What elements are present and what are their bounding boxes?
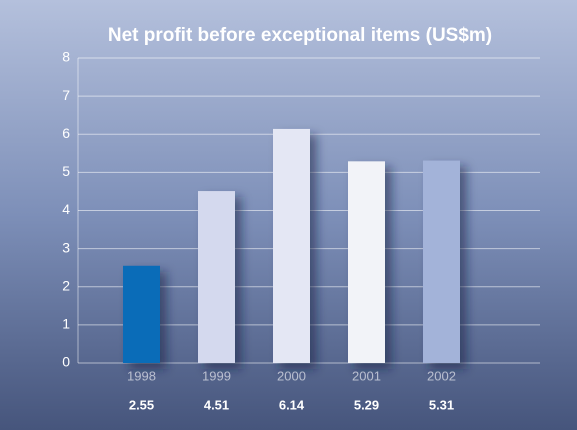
y-tick-label: 5 <box>62 163 70 179</box>
x-tick-label: 1999 <box>202 368 231 383</box>
x-tick-label: 2000 <box>277 368 306 383</box>
y-tick-label: 4 <box>62 201 70 217</box>
data-label: 5.29 <box>354 397 379 412</box>
data-label: 4.51 <box>204 397 229 412</box>
data-label: 2.55 <box>129 397 154 412</box>
bar <box>198 191 235 363</box>
chart-title: Net profit before exceptional items (US$… <box>108 25 492 46</box>
y-tick-label: 7 <box>62 87 70 103</box>
x-tick-label: 1998 <box>127 368 156 383</box>
y-tick-label: 3 <box>62 239 70 255</box>
y-tick-label: 6 <box>62 125 70 141</box>
bar <box>123 265 160 363</box>
x-tick-label: 2002 <box>427 368 456 383</box>
y-tick-label: 0 <box>62 354 70 370</box>
y-tick-label: 8 <box>62 49 70 65</box>
bar <box>348 161 385 363</box>
data-label: 5.31 <box>429 397 454 412</box>
y-tick-label: 2 <box>62 277 70 293</box>
y-tick-label: 1 <box>62 316 70 332</box>
x-tick-label: 2001 <box>352 368 381 383</box>
bar <box>423 160 460 363</box>
bar <box>273 128 310 363</box>
data-label: 6.14 <box>279 397 305 412</box>
